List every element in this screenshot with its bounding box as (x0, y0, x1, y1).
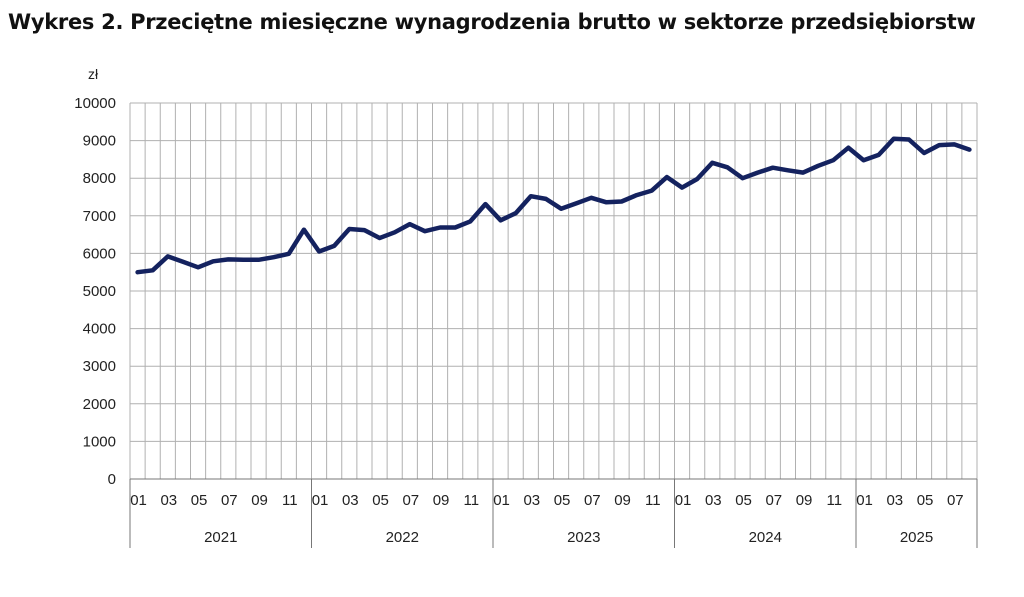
gridlines (129, 102, 978, 480)
year-label: 2025 (900, 529, 933, 546)
y-tick-label: 1000 (83, 433, 116, 450)
month-tick-label: 11 (827, 492, 843, 509)
month-tick-label: 07 (402, 492, 419, 509)
y-axis-ticks: 0 1000 2000 3000 4000 5000 6000 7000 8000 9000 100… (74, 95, 116, 488)
year-label: 2023 (567, 529, 600, 546)
month-tick-label: 01 (856, 492, 873, 509)
year-label: 2024 (749, 529, 782, 546)
month-tick-label: 05 (191, 492, 208, 509)
year-label: 2021 (204, 529, 237, 546)
month-tick-label: 07 (221, 492, 238, 509)
month-tick-label: 11 (282, 492, 298, 509)
month-tick-label: 03 (160, 492, 177, 509)
y-tick-label: 6000 (83, 245, 116, 262)
month-tick-label: 05 (554, 492, 571, 509)
month-tick-label: 07 (765, 492, 782, 509)
month-tick-label: 11 (645, 492, 661, 509)
y-tick-label: 4000 (83, 321, 116, 338)
month-tick-label: 01 (493, 492, 510, 509)
month-tick-label: 01 (312, 492, 329, 509)
month-tick-label: 07 (947, 492, 964, 509)
chart-title: Wykres 2. Przeciętne miesięczne wynagrod… (8, 10, 976, 34)
y-tick-label: 2000 (83, 396, 116, 413)
month-tick-label: 03 (705, 492, 722, 509)
month-tick-label: 05 (735, 492, 752, 509)
month-tick-label: 09 (433, 492, 450, 509)
month-tick-label: 05 (372, 492, 389, 509)
y-tick-label: 0 (108, 471, 116, 488)
month-tick-label: 09 (614, 492, 631, 509)
y-tick-label: 7000 (83, 208, 116, 225)
month-tick-label: 03 (523, 492, 540, 509)
y-tick-label: 8000 (83, 170, 116, 187)
month-tick-label: 03 (342, 492, 359, 509)
month-tick-label: 01 (130, 492, 147, 509)
month-tick-label: 03 (886, 492, 903, 509)
month-tick-label: 11 (464, 492, 480, 509)
y-tick-label: 5000 (83, 283, 116, 300)
month-tick-label: 09 (251, 492, 268, 509)
y-tick-label: 9000 (83, 133, 116, 150)
series-group (135, 136, 972, 275)
y-axis-unit-label: zł (88, 66, 99, 82)
x-axis: 01 03 05 07 09 11 2021 01 03 05 07 09 11 2022 01 03 05 07… (129, 478, 978, 548)
year-label: 2022 (386, 529, 419, 546)
y-tick-label: 10000 (74, 95, 116, 112)
month-tick-label: 09 (796, 492, 813, 509)
month-tick-label: 07 (584, 492, 601, 509)
y-tick-label: 3000 (83, 358, 116, 375)
series-line (135, 136, 972, 275)
month-tick-label: 05 (917, 492, 934, 509)
month-tick-label: 01 (675, 492, 692, 509)
